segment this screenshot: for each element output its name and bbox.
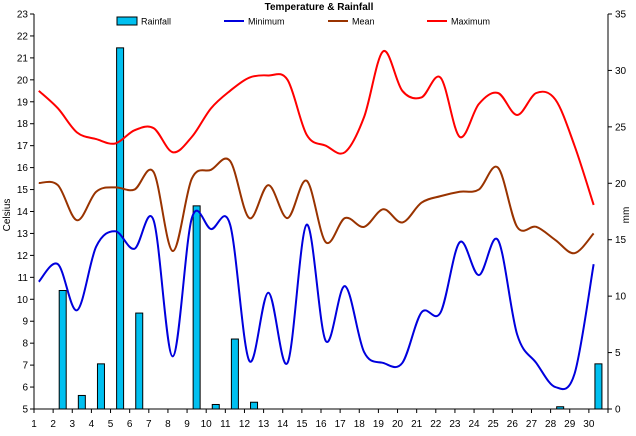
x-tick-label: 26 (507, 419, 519, 430)
y-left-tick-label: 22 (17, 31, 29, 42)
x-tick-label: 2 (50, 419, 56, 430)
x-tick-label: 25 (488, 419, 500, 430)
rainfall-bar (250, 401, 259, 410)
x-tick-label: 27 (526, 419, 538, 430)
y-right-tick-label: 35 (615, 10, 627, 21)
y-left-tick-label: 5 (22, 405, 28, 416)
x-tick-label: 8 (165, 419, 171, 430)
rainfall-bar (58, 290, 67, 410)
series-line-maximum (38, 50, 595, 206)
y-left-tick-label: 19 (17, 97, 29, 108)
legend-label: Mean (352, 17, 375, 27)
x-tick-label: 23 (449, 419, 461, 430)
y-right-tick-label: 25 (615, 122, 627, 133)
series-line-mean (38, 157, 595, 255)
series-line-minimum (38, 209, 595, 391)
y-left-tick-label: 20 (17, 75, 29, 86)
rainfall-bar (192, 205, 201, 410)
y-right-tick-label: 15 (615, 235, 627, 246)
x-tick-label: 14 (277, 419, 289, 430)
x-tick-label: 6 (127, 419, 133, 430)
x-tick-label: 21 (411, 419, 423, 430)
legend-label: Rainfall (141, 17, 171, 27)
y-axis-right-title: mm (621, 207, 632, 224)
x-tick-label: 18 (354, 419, 366, 430)
y-left-tick-label: 14 (17, 207, 29, 218)
x-tick-label: 13 (258, 419, 270, 430)
rainfall-bar (96, 363, 105, 410)
y-right-tick-label: 0 (615, 405, 621, 416)
rainfall-bar (116, 47, 125, 410)
y-left-tick-label: 10 (17, 295, 29, 306)
x-tick-label: 1 (31, 419, 37, 430)
legend-label: Minimum (248, 17, 285, 27)
y-left-tick-label: 16 (17, 163, 29, 174)
x-tick-label: 22 (430, 419, 442, 430)
x-tick-label: 19 (373, 419, 385, 430)
y-left-tick-label: 11 (18, 273, 29, 284)
y-left-tick-label: 18 (17, 119, 29, 130)
legend-swatch-rainfall (116, 16, 138, 26)
x-tick-label: 12 (239, 419, 251, 430)
y-right-tick-label: 20 (615, 179, 627, 190)
x-tick-label: 20 (392, 419, 404, 430)
x-tick-label: 28 (545, 419, 557, 430)
x-tick-label: 4 (89, 419, 95, 430)
rainfall-bar (135, 312, 144, 410)
legend-label: Maximum (451, 17, 490, 27)
x-tick-label: 30 (583, 419, 595, 430)
y-left-tick-label: 21 (17, 53, 29, 64)
x-tick-label: 10 (201, 419, 213, 430)
x-tick-label: 5 (108, 419, 114, 430)
x-tick-label: 24 (469, 419, 481, 430)
x-tick-label: 16 (315, 419, 327, 430)
y-right-tick-label: 30 (615, 66, 627, 77)
x-tick-label: 7 (146, 419, 152, 430)
rainfall-bar (230, 338, 239, 410)
y-left-tick-label: 13 (17, 229, 29, 240)
chart-title: Temperature & Rainfall (265, 2, 374, 13)
x-tick-label: 15 (296, 419, 308, 430)
x-tick-label: 9 (184, 419, 190, 430)
y-right-tick-label: 10 (615, 292, 627, 303)
y-left-tick-label: 9 (22, 317, 28, 328)
y-axis-left-title: Celsius (2, 199, 13, 232)
x-tick-label: 11 (220, 419, 231, 430)
rainfall-bar (77, 394, 86, 410)
y-left-tick-label: 7 (22, 361, 28, 372)
rainfall-bar (556, 406, 565, 410)
y-left-tick-label: 8 (22, 339, 28, 350)
x-tick-label: 29 (564, 419, 576, 430)
y-left-tick-label: 15 (17, 185, 29, 196)
y-left-tick-label: 23 (17, 10, 29, 21)
y-left-tick-label: 6 (22, 383, 28, 394)
x-tick-label: 3 (69, 419, 75, 430)
y-left-tick-label: 12 (17, 251, 29, 262)
x-tick-label: 17 (335, 419, 347, 430)
rainfall-bar (594, 363, 603, 410)
rainfall-bar (211, 403, 220, 410)
y-right-tick-label: 5 (615, 348, 621, 359)
y-left-tick-label: 17 (17, 141, 29, 152)
